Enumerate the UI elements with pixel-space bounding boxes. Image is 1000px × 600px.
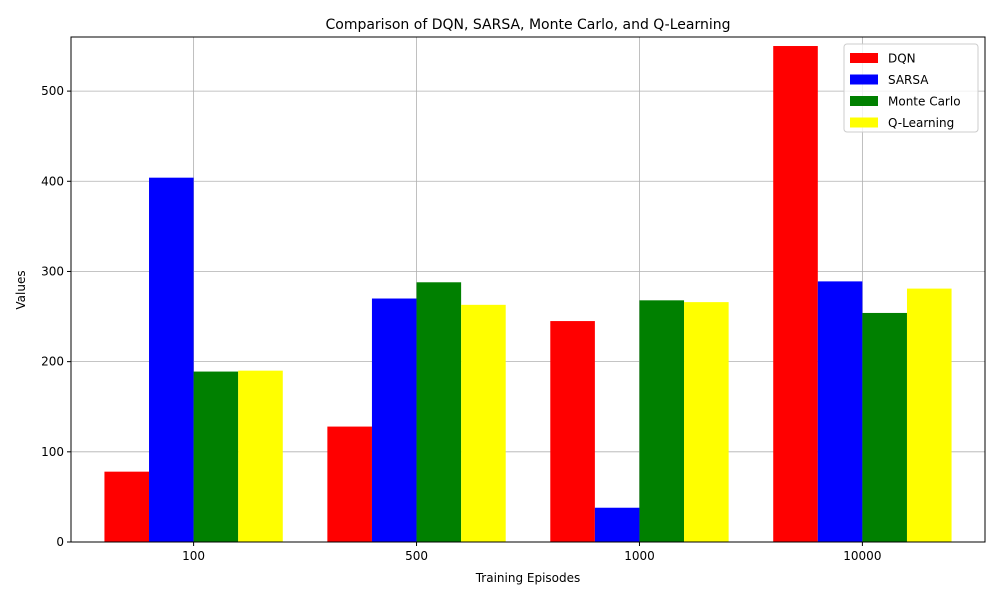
y-axis-ticks: 0 100 200 300 400 500: [41, 84, 71, 549]
x-axis-label: Training Episodes: [475, 571, 581, 585]
bar-monte-carlo-1000: [639, 300, 685, 542]
bar-q-learning-1000: [684, 302, 729, 542]
bars: [104, 46, 952, 543]
bar-sarsa-100: [149, 177, 194, 542]
legend-box: [843, 43, 979, 133]
legend-label: SARSA: [888, 73, 929, 87]
legend: DQN SARSA Monte Carlo Q-Learning: [843, 43, 979, 133]
legend-label: DQN: [888, 52, 916, 66]
x-tick-label: 1000: [624, 549, 655, 563]
legend-label: Q-Learning: [888, 116, 954, 130]
chart-title: Comparison of DQN, SARSA, Monte Carlo, a…: [325, 17, 730, 33]
bar-q-learning-500: [461, 304, 506, 542]
bar-monte-carlo-10000: [862, 312, 907, 542]
legend-swatch: [850, 53, 878, 63]
y-tick-label: 100: [41, 445, 64, 459]
y-tick-label: 200: [41, 355, 64, 369]
x-tick-label: 500: [405, 549, 428, 563]
bar-sarsa-500: [371, 298, 417, 542]
legend-swatch: [850, 74, 878, 85]
bar-dqn-1000: [550, 321, 595, 542]
bar-q-learning-10000: [906, 288, 952, 542]
bar-sarsa-10000: [817, 281, 863, 542]
bar-monte-carlo-500: [416, 282, 462, 542]
y-tick-label: 300: [41, 264, 64, 278]
bar-sarsa-1000: [594, 507, 640, 542]
y-tick-label: 400: [41, 174, 64, 188]
bar-monte-carlo-100: [193, 371, 239, 542]
y-axis-label: Values: [14, 270, 28, 309]
x-tick-label: 10000: [843, 549, 881, 563]
y-tick-label: 0: [56, 535, 64, 549]
bar-dqn-10000: [773, 46, 818, 543]
x-tick-label: 100: [182, 549, 205, 563]
bar-dqn-100: [104, 471, 150, 542]
bar-dqn-500: [327, 426, 372, 542]
bar-q-learning-100: [238, 370, 283, 542]
y-tick-label: 500: [41, 84, 64, 98]
legend-swatch: [850, 96, 878, 106]
plot-frame: [70, 36, 986, 543]
legend-label: Monte Carlo: [888, 95, 961, 109]
legend-swatch: [850, 117, 878, 128]
x-axis-ticks: 100 500 1000 10000: [182, 542, 881, 563]
